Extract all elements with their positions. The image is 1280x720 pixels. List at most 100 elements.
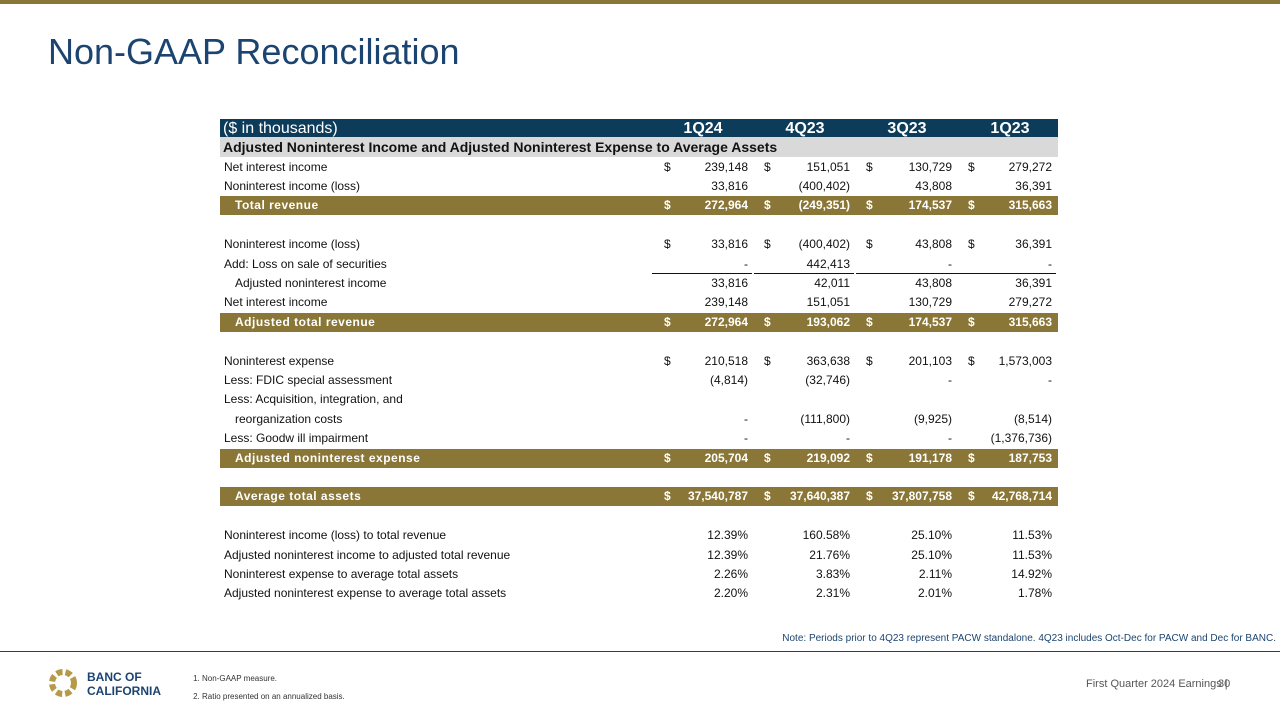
value: 25.10% — [911, 547, 952, 562]
currency: $ — [664, 237, 671, 252]
currency: $ — [866, 489, 873, 504]
value: 43,808 — [915, 275, 952, 290]
value: 279,272 — [1008, 295, 1052, 310]
value: 43,808 — [915, 178, 952, 193]
value: (32,746) — [805, 372, 850, 387]
row-label: Total revenue — [235, 198, 319, 213]
value: 193,062 — [806, 314, 850, 329]
value: 151,051 — [806, 295, 850, 310]
value: 160.58% — [802, 528, 850, 543]
currency: $ — [968, 159, 975, 174]
row-label: Add: Loss on sale of securities — [224, 256, 387, 271]
underline — [754, 272, 854, 274]
section-title: Adjusted Noninterest Income and Adjusted… — [223, 139, 778, 155]
currency: $ — [866, 159, 873, 174]
row-label: Noninterest income (loss) — [224, 237, 361, 252]
currency: $ — [664, 489, 671, 504]
row-label: Net interest income — [224, 295, 328, 310]
value: 2.01% — [917, 586, 952, 601]
value: 130,729 — [908, 295, 952, 310]
value: - — [846, 431, 850, 446]
row-label: Adjusted noninterest income to adjusted … — [224, 547, 511, 562]
note: Note: Periods prior to 4Q23 represent PA… — [782, 633, 1276, 644]
row-label: Average total assets — [235, 489, 362, 504]
row-label: Noninterest income (loss) — [224, 178, 361, 193]
value: 363,638 — [806, 353, 850, 368]
value: 279,272 — [1008, 159, 1052, 174]
value: 36,391 — [1015, 275, 1052, 290]
footnote: Ratio presented on an annualized basis. — [202, 688, 345, 706]
logo-mark — [49, 669, 77, 697]
value: 37,640,387 — [789, 489, 850, 504]
value: 272,964 — [704, 314, 748, 329]
value: (249,351) — [798, 198, 850, 213]
total-band — [220, 448, 1058, 468]
value: (8,514) — [1013, 411, 1052, 426]
top-rule — [0, 0, 1280, 4]
currency: $ — [764, 489, 771, 504]
value: 2.26% — [713, 566, 748, 581]
column-header: 1Q24 — [683, 120, 723, 137]
row-label: Less: Acquisition, integration, and — [224, 392, 403, 407]
value: 36,391 — [1015, 237, 1052, 252]
value: 191,178 — [908, 450, 952, 465]
value: - — [744, 256, 748, 271]
currency: $ — [664, 198, 671, 213]
currency: $ — [968, 314, 975, 329]
section-band — [220, 137, 1058, 157]
row-label: Adjusted total revenue — [235, 314, 376, 329]
row-label: Less: Goodw ill impairment — [224, 431, 369, 446]
value: 25.10% — [911, 528, 952, 543]
value: 33,816 — [711, 237, 748, 252]
value: 11.53% — [1012, 547, 1052, 562]
currency: $ — [664, 314, 671, 329]
value: 239,148 — [704, 159, 748, 174]
value: 130,729 — [908, 159, 952, 174]
currency: $ — [764, 450, 771, 465]
column-header: 1Q23 — [990, 120, 1030, 137]
page-number: 30 — [1218, 678, 1231, 690]
value: 21.76% — [809, 547, 850, 562]
value: (1,376,736) — [990, 431, 1052, 446]
value: 12.39% — [707, 547, 748, 562]
value: 11.53% — [1012, 528, 1052, 543]
total-band — [220, 312, 1058, 332]
currency: $ — [664, 450, 671, 465]
currency: $ — [866, 353, 873, 368]
value: (111,800) — [800, 411, 850, 426]
value: 2.20% — [713, 586, 748, 601]
value: 3.83% — [815, 566, 850, 581]
currency: $ — [764, 198, 771, 213]
currency: $ — [866, 450, 873, 465]
logo-text: BANC OF CALIFORNIA — [87, 670, 161, 698]
underline — [652, 272, 752, 274]
row-label: Net interest income — [224, 159, 328, 174]
value: (400,402) — [798, 237, 850, 252]
logo-line: CALIFORNIA — [87, 684, 161, 698]
value: 36,391 — [1015, 178, 1052, 193]
currency: $ — [664, 159, 671, 174]
row-label: reorganization costs — [235, 411, 343, 426]
total-band — [220, 196, 1058, 216]
value: 315,663 — [1008, 314, 1052, 329]
footnote: Non-GAAP measure. — [202, 670, 345, 688]
slide-title: Non-GAAP Reconciliation — [48, 31, 460, 72]
value: - — [1048, 256, 1052, 271]
value: 272,964 — [704, 198, 748, 213]
header-band — [220, 119, 1058, 137]
value: 174,537 — [908, 198, 952, 213]
value: 210,518 — [704, 353, 748, 368]
currency: $ — [764, 237, 771, 252]
currency: $ — [764, 314, 771, 329]
value: 151,051 — [806, 159, 850, 174]
currency: $ — [764, 159, 771, 174]
value: 219,092 — [806, 450, 850, 465]
value: (9,925) — [913, 411, 952, 426]
currency: $ — [866, 314, 873, 329]
value: - — [1048, 372, 1052, 387]
underline — [856, 272, 956, 274]
value: - — [948, 256, 952, 271]
column-header: 3Q23 — [887, 120, 927, 137]
value: 33,816 — [711, 275, 748, 290]
